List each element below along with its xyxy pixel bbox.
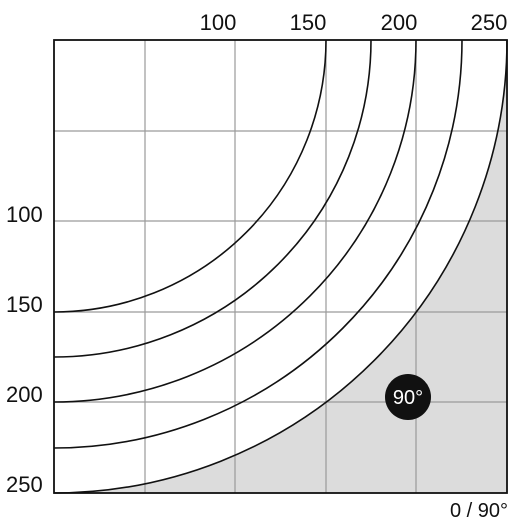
shaded-region [54, 40, 507, 493]
left-tick-100: 100 [6, 202, 43, 227]
arc-175 [53, 39, 372, 358]
arc-set [53, 39, 508, 494]
top-tick-250: 250 [471, 10, 508, 35]
left-tick-150: 150 [6, 292, 43, 317]
angle-badge-circle [385, 374, 431, 420]
left-tick-250: 250 [6, 472, 43, 497]
corner-angle-label: 0 / 90° [450, 500, 508, 522]
top-tick-100: 100 [200, 10, 237, 35]
arc-250 [53, 39, 508, 494]
angle-badge-label: 90° [393, 387, 423, 409]
arc-225 [53, 39, 463, 449]
arc-150 [53, 39, 327, 313]
top-tick-200: 200 [381, 10, 418, 35]
angle-badge: 90° [385, 374, 431, 420]
left-tick-200: 200 [6, 382, 43, 407]
arc-200 [53, 39, 417, 403]
diagram-frame [53, 39, 508, 494]
grid [54, 40, 507, 493]
top-tick-150: 150 [290, 10, 327, 35]
